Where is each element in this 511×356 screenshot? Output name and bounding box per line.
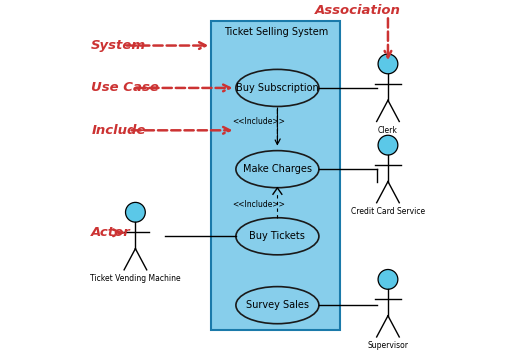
Ellipse shape	[236, 151, 319, 188]
Text: System: System	[91, 39, 146, 52]
Text: Actor: Actor	[91, 226, 131, 239]
Text: Association: Association	[315, 4, 401, 17]
Text: Ticket Selling System: Ticket Selling System	[224, 27, 328, 37]
Text: Buy Tickets: Buy Tickets	[249, 231, 306, 241]
Circle shape	[378, 135, 398, 155]
Text: Ticket Vending Machine: Ticket Vending Machine	[90, 274, 181, 283]
Circle shape	[378, 54, 398, 74]
Text: Buy Subscription: Buy Subscription	[236, 83, 319, 93]
Circle shape	[126, 202, 145, 222]
Text: Include: Include	[91, 124, 146, 137]
Text: Clerk: Clerk	[378, 126, 398, 135]
Text: Supervisor: Supervisor	[367, 341, 408, 350]
Text: Use Case: Use Case	[91, 82, 159, 94]
Text: <<Include>>: <<Include>>	[233, 117, 286, 126]
Text: Survey Sales: Survey Sales	[246, 300, 309, 310]
FancyBboxPatch shape	[212, 21, 340, 330]
Ellipse shape	[236, 69, 319, 106]
Text: Credit Card Service: Credit Card Service	[351, 207, 425, 216]
Ellipse shape	[236, 218, 319, 255]
Text: Make Charges: Make Charges	[243, 164, 312, 174]
Circle shape	[378, 269, 398, 289]
Text: <<Include>>: <<Include>>	[233, 200, 286, 209]
Ellipse shape	[236, 287, 319, 324]
